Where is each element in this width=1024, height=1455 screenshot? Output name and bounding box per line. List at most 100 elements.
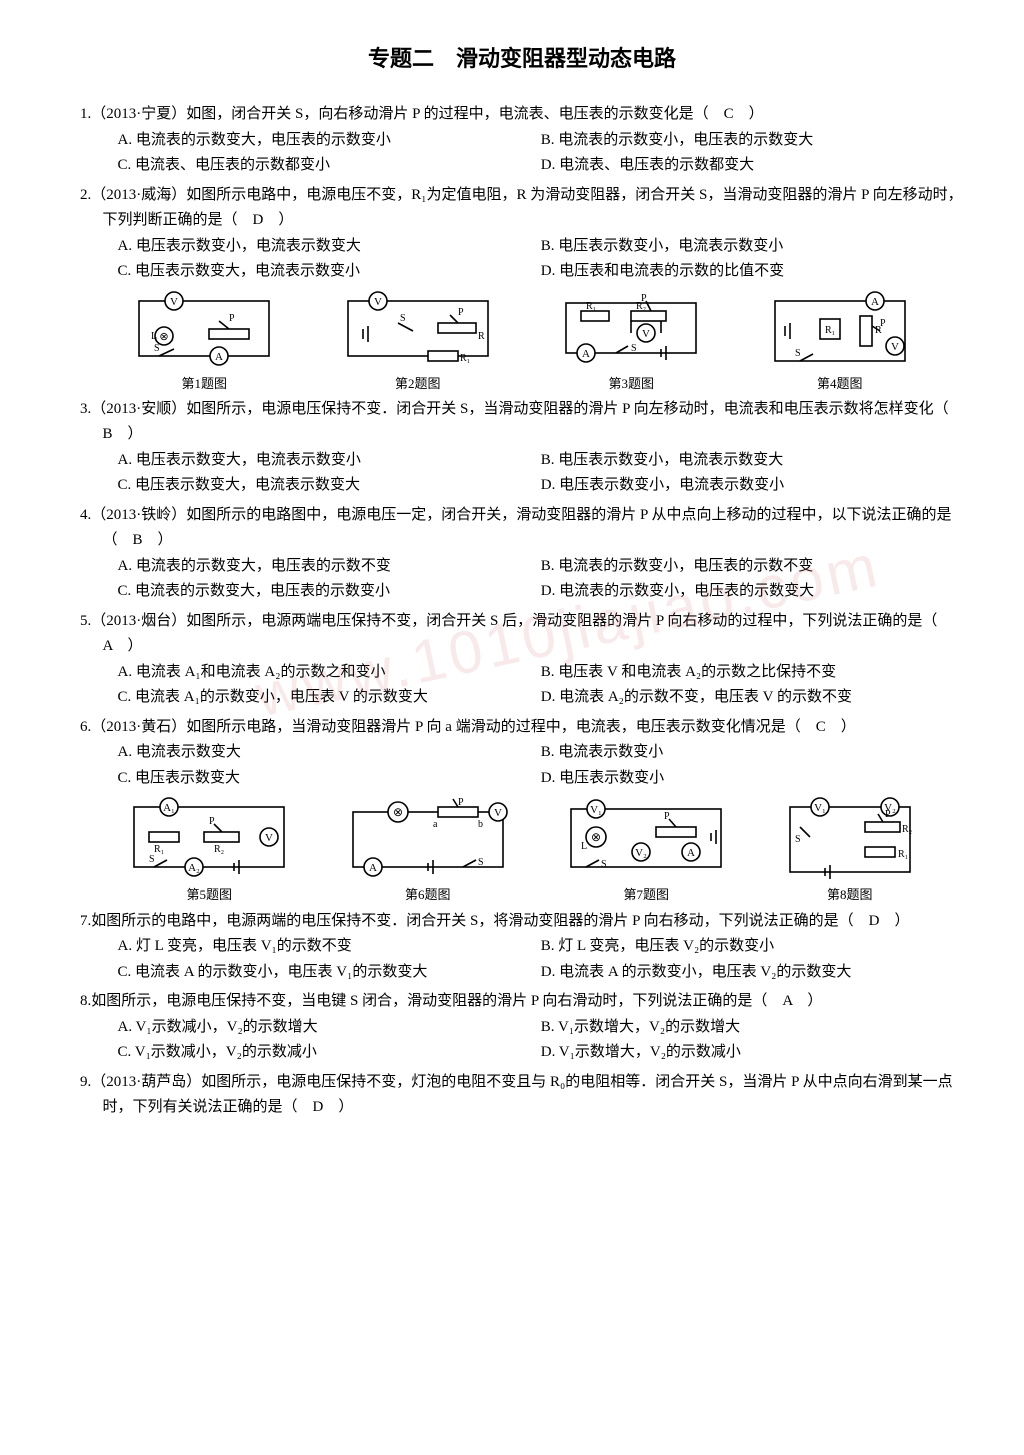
fig-6: ⊗ ab P V A S 第6题图 bbox=[343, 797, 513, 906]
q4-opt-a: A. 电流表的示数变大，电压表的示数不变 bbox=[118, 554, 541, 580]
svg-text:V: V bbox=[265, 832, 273, 844]
q5-opt-a: A. 电流表 A₁和电流表 A₂的示数之和变小 bbox=[118, 660, 541, 686]
svg-text:A₂: A₂ bbox=[188, 862, 200, 874]
svg-text:P: P bbox=[880, 318, 886, 329]
q2-opt-c: C. 电压表示数变大，电流表示数变小 bbox=[118, 259, 541, 285]
q4-num: 4. bbox=[80, 507, 91, 523]
q3-opt-d: D. 电压表示数变小，电流表示数变小 bbox=[541, 473, 964, 499]
q7-opt-d: D. 电流表 A 的示数变小，电压表 V₂的示数变大 bbox=[541, 960, 964, 986]
q7-opt-b: B. 灯 L 变亮，电压表 V₂的示数变小 bbox=[541, 934, 964, 960]
svg-text:S: S bbox=[149, 854, 155, 865]
q5-num: 5. bbox=[80, 613, 91, 629]
fig-4: A R₁ R P V S 第4题图 bbox=[765, 291, 915, 395]
svg-text:P: P bbox=[641, 293, 647, 304]
q6-num: 6. bbox=[80, 719, 91, 735]
q2-opt-a: A. 电压表示数变小，电流表示数变大 bbox=[118, 234, 541, 260]
svg-text:S: S bbox=[795, 834, 801, 845]
q2-opt-d: D. 电压表和电流表的示数的比值不变 bbox=[541, 259, 964, 285]
q5-opt-d: D. 电流表 A₂的示数不变，电压表 V 的示数不变 bbox=[541, 685, 964, 711]
svg-text:A: A bbox=[687, 847, 695, 859]
svg-text:P: P bbox=[458, 307, 464, 318]
svg-text:S: S bbox=[400, 313, 406, 324]
svg-text:P: P bbox=[664, 811, 670, 822]
svg-text:S: S bbox=[478, 857, 484, 868]
q4-opt-d: D. 电流表的示数变小，电压表的示数变大 bbox=[541, 579, 964, 605]
svg-text:V₁: V₁ bbox=[590, 804, 602, 816]
q8-opt-b: B. V₁示数增大，V₂的示数增大 bbox=[541, 1015, 964, 1041]
circuit-3-svg: R₁ R₂ P V A S bbox=[556, 291, 706, 371]
svg-text:V₂: V₂ bbox=[635, 847, 647, 859]
question-2: 2.（2013·威海）如图所示电路中，电源电压不变，R₁为定值电阻，R 为滑动变… bbox=[80, 183, 964, 285]
fig-5-label: 第5题图 bbox=[124, 884, 294, 906]
q3-opt-c: C. 电压表示数变大，电流表示数变大 bbox=[118, 473, 541, 499]
q8-num: 8. bbox=[80, 993, 91, 1009]
q2-num: 2. bbox=[80, 187, 91, 203]
fig-6-label: 第6题图 bbox=[343, 884, 513, 906]
question-4: 4.（2013·铁岭）如图所示的电路图中，电源电压一定，闭合开关，滑动变阻器的滑… bbox=[80, 503, 964, 605]
q1-stem: （2013·宁夏）如图，闭合开关 S，向右移动滑片 P 的过程中，电流表、电压表… bbox=[91, 106, 763, 122]
page-title: 专题二 滑动变阻器型动态电路 bbox=[80, 40, 964, 77]
svg-text:S: S bbox=[631, 343, 637, 354]
q7-opt-a: A. 灯 L 变亮，电压表 V₁的示数不变 bbox=[118, 934, 541, 960]
fig-7-label: 第7题图 bbox=[561, 884, 731, 906]
svg-text:a: a bbox=[433, 819, 438, 830]
svg-text:V: V bbox=[891, 341, 899, 353]
svg-text:A₁: A₁ bbox=[163, 802, 175, 814]
q4-opt-b: B. 电流表的示数变小，电压表的示数不变 bbox=[541, 554, 964, 580]
q6-opt-b: B. 电流表示数变小 bbox=[541, 740, 964, 766]
q5-stem: （2013·烟台）如图所示，电源两端电压保持不变，闭合开关 S 后，滑动变阻器的… bbox=[91, 613, 952, 655]
question-3: 3.（2013·安顺）如图所示，电源电压保持不变．闭合开关 S，当滑动变阻器的滑… bbox=[80, 397, 964, 499]
q5-opt-c: C. 电流表 A₁的示数变小，电压表 V 的示数变大 bbox=[118, 685, 541, 711]
q3-stem: （2013·安顺）如图所示，电源电压保持不变．闭合开关 S，当滑动变阻器的滑片 … bbox=[91, 401, 963, 443]
q8-opt-c: C. V₁示数减小，V₂的示数减小 bbox=[118, 1040, 541, 1066]
question-9: 9.（2013·葫芦岛）如图所示，电源电压保持不变，灯泡的电阻不变且与 R₀的电… bbox=[80, 1070, 964, 1121]
svg-text:P: P bbox=[458, 797, 464, 808]
q2-stem: （2013·威海）如图所示电路中，电源电压不变，R₁为定值电阻，R 为滑动变阻器… bbox=[91, 187, 962, 229]
q1-opt-c: C. 电流表、电压表的示数都变小 bbox=[118, 153, 541, 179]
svg-text:R₂: R₂ bbox=[214, 844, 224, 855]
q6-stem: （2013·黄石）如图所示电路，当滑动变阻器滑片 P 向 a 端滑动的过程中，电… bbox=[91, 719, 855, 735]
svg-text:V: V bbox=[642, 328, 650, 340]
q1-num: 1. bbox=[80, 106, 91, 122]
fig-8: V₁ V₂ S R₂ P R₁ 第8题图 bbox=[780, 797, 920, 906]
question-8: 8.如图所示，电源电压保持不变，当电键 S 闭合，滑动变阻器的滑片 P 向右滑动… bbox=[80, 989, 964, 1066]
q6-opt-a: A. 电流表示数变大 bbox=[118, 740, 541, 766]
q4-stem: （2013·铁岭）如图所示的电路图中，电源电压一定，闭合开关，滑动变阻器的滑片 … bbox=[91, 507, 951, 549]
svg-text:R₁: R₁ bbox=[586, 301, 596, 312]
svg-text:⊗: ⊗ bbox=[160, 331, 169, 343]
svg-text:A: A bbox=[215, 351, 223, 363]
q9-stem: （2013·葫芦岛）如图所示，电源电压保持不变，灯泡的电阻不变且与 R₀的电阻相… bbox=[91, 1074, 952, 1116]
fig-1: V ⊗ L P S A 第1题图 bbox=[129, 291, 279, 395]
q1-opt-a: A. 电流表的示数变大，电压表的示数变小 bbox=[118, 128, 541, 154]
circuit-4-svg: A R₁ R P V S bbox=[765, 291, 915, 371]
q6-opt-c: C. 电压表示数变大 bbox=[118, 766, 541, 792]
svg-text:A: A bbox=[871, 296, 879, 308]
figure-row-1: V ⊗ L P S A 第1题图 V S R P R₁ 第2题图 bbox=[80, 291, 964, 395]
fig-8-label: 第8题图 bbox=[780, 884, 920, 906]
svg-text:⊗: ⊗ bbox=[393, 805, 403, 819]
figure-row-2: A₁ R₁ R₂ P V S A₂ 第5题图 ⊗ ab P V A bbox=[80, 797, 964, 906]
svg-text:P: P bbox=[229, 313, 235, 324]
fig-2: V S R P R₁ 第2题图 bbox=[338, 291, 498, 395]
svg-text:R₁: R₁ bbox=[825, 325, 835, 336]
q8-opt-d: D. V₁示数增大，V₂的示数减小 bbox=[541, 1040, 964, 1066]
fig-4-label: 第4题图 bbox=[765, 373, 915, 395]
question-7: 7.如图所示的电路中，电源两端的电压保持不变．闭合开关 S，将滑动变阻器的滑片 … bbox=[80, 909, 964, 986]
svg-text:A: A bbox=[582, 348, 590, 360]
q8-opt-a: A. V₁示数减小，V₂的示数增大 bbox=[118, 1015, 541, 1041]
circuit-2-svg: V S R P R₁ bbox=[338, 291, 498, 371]
svg-text:P: P bbox=[209, 816, 215, 827]
svg-text:S: S bbox=[154, 343, 160, 354]
circuit-8-svg: V₁ V₂ S R₂ P R₁ bbox=[780, 797, 920, 882]
circuit-6-svg: ⊗ ab P V A S bbox=[343, 797, 513, 882]
fig-3-label: 第3题图 bbox=[556, 373, 706, 395]
svg-text:R₁: R₁ bbox=[460, 353, 470, 364]
svg-text:A: A bbox=[369, 862, 377, 874]
svg-text:R₂: R₂ bbox=[902, 824, 912, 835]
fig-7: V₁ ⊗ L V₂ P A S 第7题图 bbox=[561, 797, 731, 906]
q4-opt-c: C. 电流表的示数变大，电压表的示数变小 bbox=[118, 579, 541, 605]
q6-opt-d: D. 电压表示数变小 bbox=[541, 766, 964, 792]
q5-opt-b: B. 电压表 V 和电流表 A₂的示数之比保持不变 bbox=[541, 660, 964, 686]
svg-text:V: V bbox=[374, 296, 382, 308]
q7-num: 7. bbox=[80, 913, 91, 929]
